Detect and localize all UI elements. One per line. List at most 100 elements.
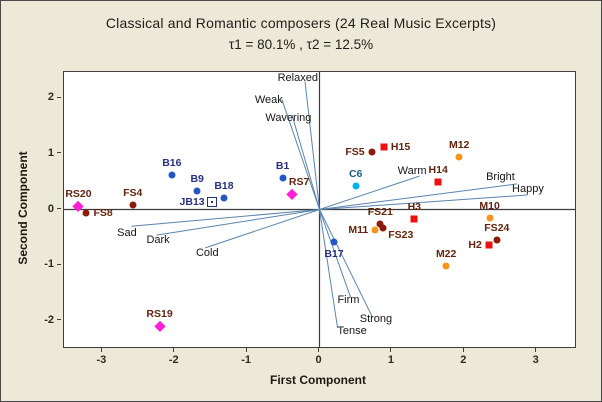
vector-line-firm <box>319 209 352 298</box>
point-label-b18: B18 <box>214 179 234 192</box>
data-point-h3 <box>410 215 418 223</box>
x-tick-label: -1 <box>241 354 251 366</box>
point-label-h14: H14 <box>428 164 448 177</box>
vector-label-bright: Bright <box>486 170 515 183</box>
data-point-jb13 <box>206 197 217 208</box>
point-label-b1: B1 <box>275 160 290 173</box>
y-tick-label: 0 <box>47 202 54 215</box>
vector-label-tense: Tense <box>337 325 367 338</box>
vector-line-warm <box>319 175 420 210</box>
x-tick-label: 0 <box>315 354 322 366</box>
point-label-rs20: RS20 <box>65 188 92 201</box>
x-tick-label: 2 <box>460 354 467 366</box>
data-point-fs23 <box>379 224 387 232</box>
vector-line-bright <box>319 183 518 210</box>
point-label-m11: M11 <box>348 224 369 237</box>
data-point-h2 <box>485 241 493 249</box>
vector-label-relaxed: Relaxed <box>277 72 318 85</box>
open-square-center-dot <box>210 201 213 204</box>
point-label-fs8: FS8 <box>93 206 113 219</box>
x-tick-label: -3 <box>96 354 107 366</box>
point-label-m22: M22 <box>435 247 457 260</box>
vector-line-happy <box>319 194 528 210</box>
point-label-rs19: RS19 <box>146 308 173 321</box>
vector-label-dark: Dark <box>146 233 170 246</box>
x-tick-mark <box>318 348 319 352</box>
y-tick-label: 1 <box>47 146 54 159</box>
y-tick-mark <box>57 152 61 154</box>
data-point-fs5 <box>368 148 376 156</box>
point-label-b16: B16 <box>162 156 182 169</box>
vector-line-cold <box>204 209 320 249</box>
y-tick-mark <box>57 96 61 98</box>
point-label-fs23: FS23 <box>388 229 414 242</box>
x-tick-mark <box>535 348 537 352</box>
data-point-b16 <box>168 171 176 179</box>
vector-label-cold: Cold <box>195 247 219 260</box>
point-label-c6: C6 <box>348 168 363 181</box>
vector-line-wavering <box>291 114 320 210</box>
point-label-h2: H2 <box>468 239 482 252</box>
vector-label-sad: Sad <box>117 226 137 239</box>
x-tick-mark <box>462 348 464 352</box>
chart-title: Classical and Romantic composers (24 Rea… <box>105 15 497 31</box>
data-point-b9 <box>193 187 201 195</box>
vector-line-dark <box>156 209 320 236</box>
vector-label-weak: Weak <box>254 93 283 106</box>
data-point-h15 <box>380 143 388 151</box>
vector-line-weak <box>281 99 320 210</box>
data-point-h14 <box>434 178 442 186</box>
point-label-b17: B17 <box>324 247 344 260</box>
data-point-c6 <box>352 182 360 190</box>
x-axis-title: First Component <box>270 373 366 387</box>
x-tick-mark <box>173 348 175 352</box>
vector-line-tense <box>319 209 339 329</box>
point-label-b9: B9 <box>190 172 204 185</box>
point-label-rs7: RS7 <box>288 175 310 188</box>
vector-line-strong <box>319 209 373 318</box>
x-tick-mark <box>100 348 102 352</box>
y-tick-label: -1 <box>44 258 54 271</box>
data-point-m12 <box>455 153 463 161</box>
point-label-h15: H15 <box>390 141 411 154</box>
vector-label-warm: Warm <box>397 164 427 177</box>
vector-line-sad <box>131 209 320 227</box>
data-point-m22 <box>442 262 450 270</box>
data-point-b17 <box>330 238 338 246</box>
data-point-fs21 <box>376 220 384 228</box>
vector-label-happy: Happy <box>512 182 544 195</box>
data-point-fs24 <box>493 236 501 244</box>
x-tick-label: 1 <box>387 354 394 366</box>
y-tick-label: -2 <box>44 313 54 326</box>
y-tick-label: 2 <box>47 91 54 104</box>
data-point-b1 <box>279 174 287 182</box>
vectors-layer <box>64 72 575 347</box>
x-tick-label: -2 <box>168 354 179 366</box>
vector-label-wavering: Wavering <box>265 111 312 124</box>
point-label-jb13: JB13 <box>179 196 205 209</box>
plot-area: RS20 FS8 FS4 B16 B9 B18 JB13 B1 RS7 RS19 FS5 H15 C6 M… <box>63 71 576 348</box>
point-label-fs21: FS21 <box>367 205 393 218</box>
y-axis-title: Second Component <box>16 151 30 265</box>
y-tick-mark <box>57 208 61 209</box>
point-label-fs5: FS5 <box>345 146 365 159</box>
point-label-fs4: FS4 <box>123 187 143 200</box>
data-point-b18 <box>220 194 228 202</box>
y-tick-mark <box>57 319 61 321</box>
point-label-h3: H3 <box>407 200 422 213</box>
point-label-fs24: FS24 <box>484 222 510 235</box>
chart-subtitle: τ1 = 80.1% , τ2 = 12.5% <box>228 37 374 52</box>
y-tick-mark <box>57 263 61 265</box>
data-point-m11 <box>371 226 379 234</box>
vector-label-strong: Strong <box>359 313 393 326</box>
x-tick-label: 3 <box>532 354 539 366</box>
point-label-m12: M12 <box>448 138 470 151</box>
vector-line-relaxed <box>304 81 320 210</box>
x-tick-mark <box>245 348 247 352</box>
point-label-m10: M10 <box>479 200 500 213</box>
data-point-fs4 <box>129 201 137 209</box>
vector-label-firm: Firm <box>337 294 360 307</box>
data-point-m10 <box>486 214 494 222</box>
data-point-fs8 <box>82 209 90 217</box>
